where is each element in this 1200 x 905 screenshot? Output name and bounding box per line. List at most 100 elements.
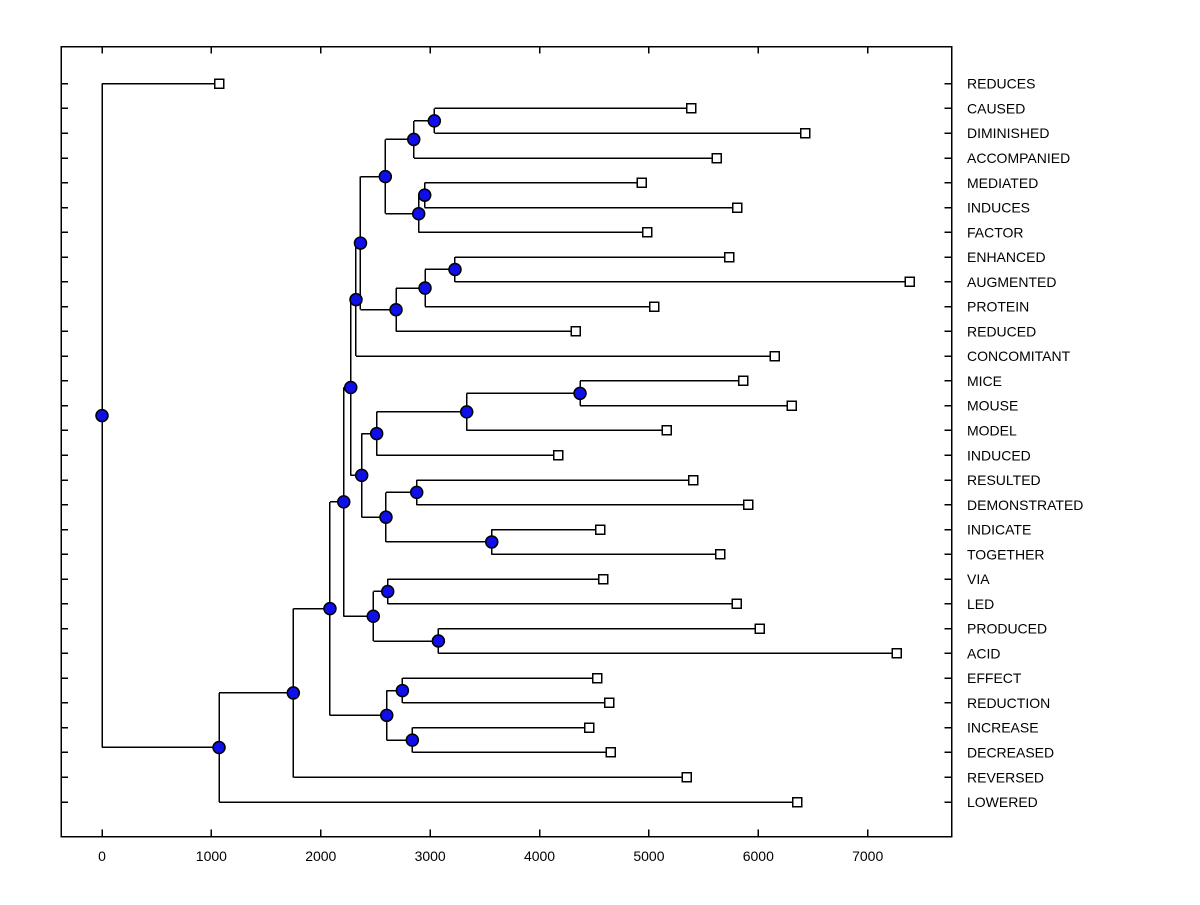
leaf-marker-demonstrated xyxy=(743,499,754,511)
branch-node-marker-n_protein xyxy=(418,281,432,295)
leaf-marker-produced xyxy=(754,623,766,634)
leaf-marker-reversed xyxy=(681,772,692,783)
branch-node-marker-n_v_group xyxy=(323,601,337,616)
leaf-label-reduction: REDUCTION xyxy=(967,695,1050,711)
branch-node-marker-n_produced_acid xyxy=(431,634,446,648)
leaf-label-effect: EFFECT xyxy=(967,670,1022,686)
leaf-label-reduces: REDUCES xyxy=(967,76,1035,92)
branch-node-marker-n_reduced xyxy=(389,302,403,317)
leaf-label-induces: INDUCES xyxy=(967,200,1030,216)
leaf-label-augmented: AUGMENTED xyxy=(967,274,1056,290)
leaf-marker-effect xyxy=(592,672,603,684)
leaf-label-reversed: REVERSED xyxy=(967,769,1044,785)
x-tick-label: 7000 xyxy=(852,848,883,864)
branch-node-marker-n_results_group xyxy=(379,510,393,524)
leaf-label-protein: PROTEIN xyxy=(967,299,1029,315)
leaf-label-via: VIA xyxy=(967,571,990,587)
leaf-label-concomitant: CONCOMITANT xyxy=(967,348,1071,364)
branch-node-marker-n_factor xyxy=(411,206,426,221)
leaf-marker-reduction xyxy=(603,697,615,709)
branch-node-marker-n_mid_group xyxy=(353,236,368,250)
leaf-label-decreased: DECREASED xyxy=(967,744,1054,760)
branch-node-marker-n_enhanced_augmented xyxy=(448,262,462,277)
leaf-label-together: TOGETHER xyxy=(967,546,1045,562)
leaf-marker-mice xyxy=(738,375,749,387)
leaf-marker-caused xyxy=(685,103,697,114)
branch-node-marker-n_reversed xyxy=(286,686,301,700)
x-tick-label: 1000 xyxy=(196,848,227,864)
branch-node-marker-n_accompanied xyxy=(407,132,421,147)
leaf-marker-protein xyxy=(649,301,660,312)
leaf-marker-augmented xyxy=(904,276,916,288)
branch-node-marker-n_mediated_induces xyxy=(417,188,432,202)
leaf-marker-decreased xyxy=(605,747,617,758)
leaf-marker-together xyxy=(714,549,726,560)
leaf-label-induced: INDUCED xyxy=(967,447,1031,463)
leaf-label-model: MODEL xyxy=(967,422,1017,438)
leaf-label-resulted: RESULTED xyxy=(967,472,1041,488)
branch-node-marker-n_induced xyxy=(369,426,384,441)
leaf-marker-reduces xyxy=(213,78,225,89)
leaf-label-diminished: DIMINISHED xyxy=(967,125,1049,141)
leaf-label-increase: INCREASE xyxy=(967,720,1039,736)
leaf-label-mice: MICE xyxy=(967,373,1002,389)
leaf-label-acid: ACID xyxy=(967,645,1000,661)
leaf-marker-indicate xyxy=(594,524,606,535)
leaf-marker-induced xyxy=(552,450,564,461)
leaf-label-indicate: INDICATE xyxy=(967,522,1031,538)
leaf-marker-induces xyxy=(732,202,743,213)
leaf-marker-led xyxy=(731,598,742,610)
leaf-marker-mouse xyxy=(786,400,797,411)
x-tick-label: 2000 xyxy=(305,848,336,864)
branch-node-marker-n_upper_group xyxy=(378,169,393,184)
branch-node-marker-n_mice_results xyxy=(354,468,369,483)
branch-node-marker-root xyxy=(95,408,109,423)
x-tick-label: 5000 xyxy=(633,848,664,864)
leaf-marker-reduced xyxy=(570,326,582,337)
leaf-marker-concomitant xyxy=(769,350,780,362)
leaf-label-caused: CAUSED xyxy=(967,100,1025,116)
leaf-marker-diminished xyxy=(799,127,811,139)
x-tick-label: 3000 xyxy=(415,848,446,864)
leaf-marker-accompanied xyxy=(711,152,723,164)
leaf-marker-lowered xyxy=(792,796,803,808)
branch-node-marker-n_effect_reduction xyxy=(395,683,410,698)
x-tick-label: 4000 xyxy=(524,848,555,864)
leaf-label-mediated: MEDIATED xyxy=(967,175,1038,191)
branch-node-marker-n_z_group xyxy=(379,708,394,723)
leaf-label-reduced: REDUCED xyxy=(967,323,1036,339)
leaf-marker-via xyxy=(598,573,609,585)
leaf-label-mouse: MOUSE xyxy=(967,398,1018,414)
branch-node-marker-n_increase_decreased xyxy=(405,733,420,747)
x-tick-label: 6000 xyxy=(743,848,774,864)
leaf-label-enhanced: ENHANCED xyxy=(967,249,1046,265)
leaf-marker-mediated xyxy=(636,177,647,189)
leaf-label-produced: PRODUCED xyxy=(967,621,1047,637)
branch-node-marker-n_x_group xyxy=(366,609,381,624)
branch-node-marker-n_indicate_together xyxy=(484,535,499,549)
leaf-marker-model xyxy=(661,425,672,436)
leaf-marker-increase xyxy=(584,722,595,733)
branch-node-marker-n_lowered xyxy=(212,740,226,755)
leaf-label-demonstrated: DEMONSTRATED xyxy=(967,497,1083,513)
leaf-label-lowered: LOWERED xyxy=(967,794,1038,810)
leaf-marker-acid xyxy=(891,648,902,659)
branch-node-marker-n_mice_mouse xyxy=(573,386,587,401)
branch-node-marker-n_t_group xyxy=(336,495,351,509)
branch-node-marker-n_q_group xyxy=(343,380,358,395)
branch-node-marker-n_caused_diminished xyxy=(427,114,442,128)
leaf-marker-enhanced xyxy=(723,251,735,263)
axes-box xyxy=(60,45,953,838)
leaf-label-led: LED xyxy=(967,596,994,612)
leaf-marker-resulted xyxy=(688,474,699,486)
leaf-label-factor: FACTOR xyxy=(967,224,1024,240)
branch-node-marker-n_concomitant xyxy=(349,292,363,307)
branch-node-marker-n_resulted_demonstrated xyxy=(409,485,424,500)
branch-node-marker-n_model xyxy=(459,405,474,419)
branch-node-marker-n_via_led xyxy=(380,584,395,599)
leaf-label-accompanied: ACCOMPANIED xyxy=(967,150,1070,166)
leaf-marker-factor xyxy=(641,227,653,238)
x-tick-label: 0 xyxy=(98,848,106,864)
